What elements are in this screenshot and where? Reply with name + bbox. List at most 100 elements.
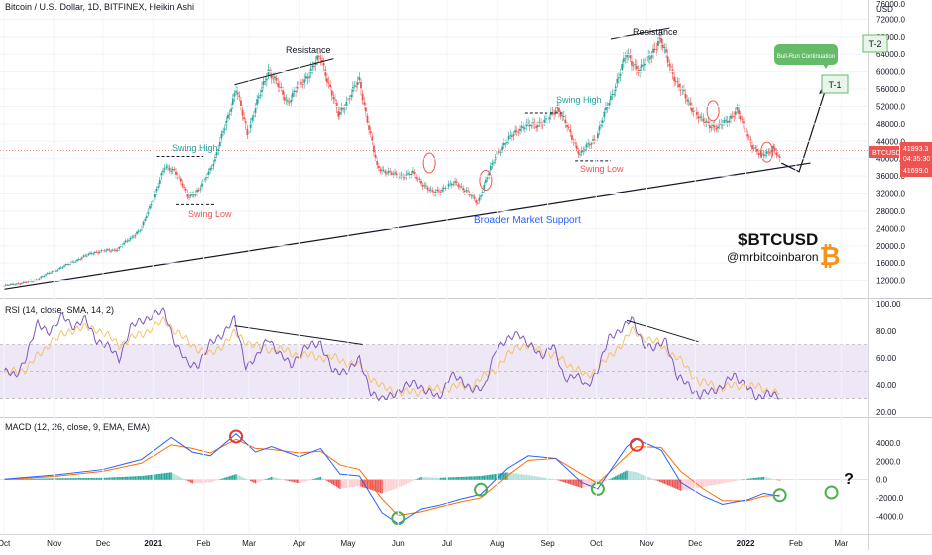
macd-histogram-bar	[769, 478, 771, 480]
candle-body	[707, 121, 710, 124]
macd-histogram-bar	[480, 476, 482, 480]
candle-body	[585, 144, 588, 148]
candle-body	[631, 61, 633, 66]
candle-body	[55, 270, 57, 272]
candle-body	[747, 136, 750, 138]
macd-histogram-bar	[35, 478, 38, 480]
candle-body	[236, 92, 239, 95]
macd-histogram-bar	[736, 479, 739, 481]
macd-histogram-bar	[206, 479, 208, 483]
macd-histogram-bar	[188, 479, 190, 482]
macd-cross-circle-green	[474, 482, 489, 497]
candle-body	[609, 95, 612, 101]
macd-histogram-bar	[32, 478, 34, 480]
candle-body	[728, 120, 731, 123]
candle-body	[549, 112, 552, 116]
macd-histogram-bar	[288, 479, 291, 482]
macd-histogram-bar	[530, 475, 533, 480]
candle-body	[517, 131, 520, 133]
support-layer	[3, 162, 811, 290]
candle-body	[22, 281, 25, 283]
macd-histogram-bar	[404, 479, 406, 485]
macd-histogram-bar	[589, 479, 591, 487]
macd-histogram-bar	[436, 477, 438, 480]
candle-body	[629, 55, 632, 59]
candle-body	[154, 193, 156, 198]
macd-histogram-bar	[105, 477, 107, 480]
candle-body	[489, 165, 492, 171]
macd-histogram-bar	[571, 479, 573, 485]
candle-body	[74, 261, 77, 263]
candle-body	[400, 174, 403, 176]
candle-body	[457, 184, 460, 187]
candle-body	[777, 155, 779, 157]
candle-body	[405, 174, 408, 177]
candle-body	[12, 284, 15, 285]
time-axis-tick: Mar	[242, 539, 256, 548]
macd-histogram-bar	[395, 479, 398, 489]
price-axis-tick: 32000.0	[876, 190, 905, 199]
macd-histogram-bar	[386, 479, 388, 492]
macd-histogram-bar	[451, 477, 453, 480]
candle-body	[7, 285, 10, 286]
rsi-axis-tick: 60.00	[876, 354, 897, 363]
macd-histogram-bar	[730, 479, 732, 482]
macd-histogram-bar	[60, 478, 62, 480]
candle-body	[56, 269, 59, 271]
candle-body	[384, 171, 387, 174]
candle-body	[168, 168, 171, 171]
macd-histogram-bar	[97, 477, 99, 480]
bitcoin-logo-icon: ₿	[819, 241, 840, 271]
time-axis-tick: 2022	[737, 539, 755, 548]
macd-histogram-bar	[225, 477, 228, 480]
macd-histogram-bar	[616, 475, 619, 480]
macd-histogram-bar	[475, 476, 477, 480]
macd-histogram-bar	[64, 478, 67, 480]
candle-body	[186, 192, 189, 197]
candle-body	[24, 281, 26, 283]
macd-histogram-bar	[718, 479, 721, 484]
macd-histogram-bar	[275, 478, 278, 480]
macd-histogram-bar	[621, 472, 623, 480]
axes-layer: 12000.0 16000.0 20000.0 24000.0 28000.0 32000…	[0, 0, 905, 548]
candle-body	[256, 99, 259, 105]
macd-histogram-bar	[684, 479, 687, 490]
candle-body	[603, 111, 606, 118]
candle-body	[571, 135, 573, 140]
macd-histogram-bar	[666, 479, 669, 486]
macd-histogram-bar	[66, 478, 68, 480]
macd-histogram-bar	[384, 479, 387, 493]
candle-body	[483, 184, 486, 190]
macd-histogram-bar	[430, 477, 432, 480]
macd-histogram-bar	[748, 478, 750, 480]
candle-body	[762, 153, 765, 156]
candle-body	[17, 283, 20, 285]
candle-body	[348, 98, 351, 100]
macd-histogram-bar	[17, 478, 20, 480]
candle-body	[608, 103, 611, 106]
candle-body	[579, 154, 581, 155]
macd-histogram-bar	[376, 479, 378, 492]
macd-histogram-bar	[334, 479, 336, 486]
macd-histogram-bar	[308, 479, 310, 481]
candle-body	[4, 284, 7, 286]
candle-body	[731, 115, 734, 117]
candle-body	[124, 240, 127, 242]
candle-body	[515, 130, 518, 132]
candle-body	[436, 189, 439, 192]
macd-histogram-bar	[146, 475, 148, 480]
macd-histogram-bar	[556, 479, 559, 481]
candle-body	[366, 115, 369, 123]
candle-body	[376, 161, 379, 165]
macd-histogram-bar	[574, 479, 576, 486]
macd-histogram-bar	[772, 479, 774, 480]
macd-histogram-bar	[121, 476, 124, 480]
macd-histogram-bar	[159, 473, 161, 480]
macd-histogram-bar	[610, 478, 612, 480]
macd-histogram-bar	[292, 479, 294, 482]
macd-histogram-bar	[186, 479, 189, 481]
candle-body	[222, 131, 224, 133]
candle-body	[212, 164, 215, 167]
candle-body	[209, 168, 211, 171]
